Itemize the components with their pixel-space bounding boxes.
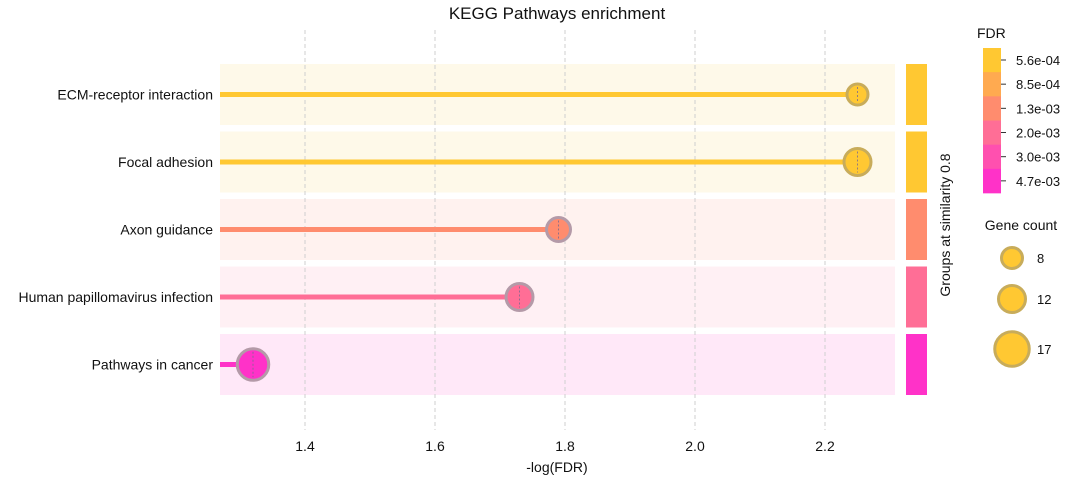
group-bar-segment [906,131,927,193]
y-tick-labels: ECM-receptor interaction Focal adhesion Ax… [18,87,213,373]
fdr-color-swatch [983,120,1001,146]
fdr-legend-title: FDR [977,25,1006,41]
x-tick-label: 1.6 [425,438,445,454]
x-tick-label: 2.2 [815,438,835,454]
lollipop-dot [842,147,873,177]
fdr-color-swatch [983,168,1001,194]
fdr-color-swatch [983,96,1001,121]
x-tick-label: 2.0 [685,438,705,454]
row-band [220,334,895,395]
gene-count-legend-label: 8 [1037,251,1044,266]
gene-count-legend: Gene count 8 12 17 [985,217,1057,368]
x-tick-label: 1.8 [555,438,575,454]
fdr-legend-label: 1.3e-03 [1016,101,1060,116]
lollipop-dot [504,282,535,312]
y-tick-label: Human papillomavirus infection [18,289,213,305]
y-tick-label: Focal adhesion [118,154,213,170]
y-tick-label: Axon guidance [120,222,213,238]
x-axis-label: -log(FDR) [526,459,587,475]
fdr-legend-label: 2.0e-03 [1016,126,1060,141]
group-color-bar [906,64,927,395]
x-tick-label: 1.4 [295,438,315,454]
group-bar-label: Groups at similarity 0.8 [937,153,953,296]
fdr-legend-label: 5.6e-04 [1016,53,1060,68]
group-bar-segment [906,199,927,260]
fdr-legend-label: 4.7e-03 [1016,174,1060,189]
group-bar-segment [906,64,927,125]
fdr-color-swatch [983,144,1001,170]
fdr-color-swatch [983,72,1001,97]
fdr-legend: FDR 5.6e-04 8.5e-04 1.3e-03 2.0e-03 3.0e-03 4… [977,25,1060,194]
fdr-legend-label: 8.5e-04 [1016,77,1060,92]
group-bar-segment [906,334,927,395]
gene-count-legend-label: 12 [1037,292,1051,307]
gene-count-legend-label: 17 [1037,342,1051,357]
chart-title: KEGG Pathways enrichment [449,4,666,23]
gene-count-legend-circle [997,284,1027,314]
fdr-legend-label: 3.0e-03 [1016,150,1060,165]
gene-count-legend-circle [993,330,1031,368]
fdr-color-swatch [983,48,1001,73]
gene-count-legend-circle [1000,246,1024,270]
lollipop-dots [235,82,873,382]
y-tick-label: Pathways in cancer [92,357,214,373]
group-bar-segment [906,266,927,328]
gene-count-legend-title: Gene count [985,217,1057,233]
lollipop-dot [845,82,870,107]
y-tick-label: ECM-receptor interaction [57,87,213,103]
x-tick-labels: 1.4 1.6 1.8 2.0 2.2 [295,438,835,454]
